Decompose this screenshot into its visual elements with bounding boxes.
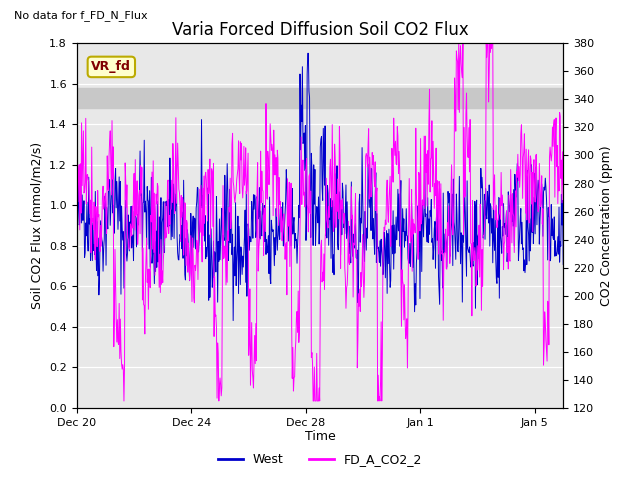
Legend: West, FD_A_CO2_2: West, FD_A_CO2_2 (213, 448, 427, 471)
X-axis label: Time: Time (305, 431, 335, 444)
Title: Varia Forced Diffusion Soil CO2 Flux: Varia Forced Diffusion Soil CO2 Flux (172, 21, 468, 39)
Y-axis label: Soil CO2 Flux (mmol/m2/s): Soil CO2 Flux (mmol/m2/s) (31, 142, 44, 309)
Bar (77, 88, 563, 108)
Y-axis label: CO2 Concentration (ppm): CO2 Concentration (ppm) (600, 145, 612, 306)
Text: VR_fd: VR_fd (92, 60, 131, 73)
Text: No data for f_FD_N_Flux: No data for f_FD_N_Flux (13, 11, 147, 21)
